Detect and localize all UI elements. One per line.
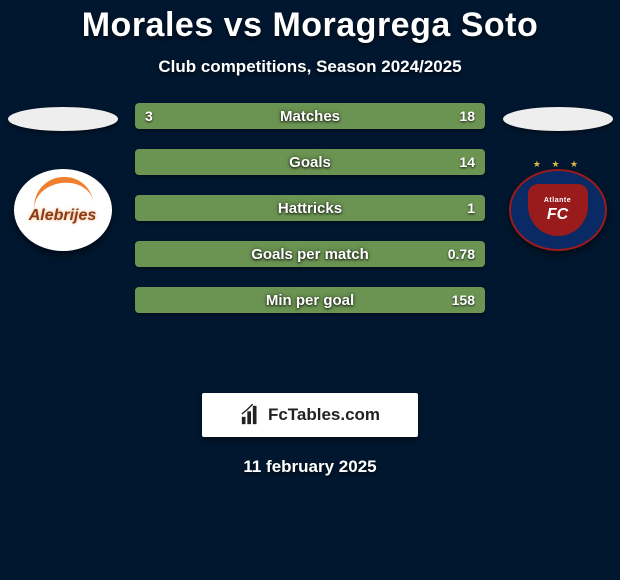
bar-chart-icon (240, 404, 262, 426)
stat-right-value: 18 (459, 103, 475, 129)
stat-label: Hattricks (135, 195, 485, 221)
right-team-name: Atlante (544, 197, 571, 204)
stat-label: Goals per match (135, 241, 485, 267)
stat-bars: 3 Matches 18 Goals 14 Hattricks 1 (135, 103, 485, 333)
left-team-name: Alebrijes (29, 207, 97, 225)
left-player-name-oval (8, 107, 118, 131)
stat-label: Min per goal (135, 287, 485, 313)
stat-row-goals-per-match: Goals per match 0.78 (135, 241, 485, 267)
left-player-column: Alebrijes (0, 103, 125, 251)
left-team-crest: Alebrijes (14, 169, 112, 251)
root: Morales vs Moragrega Soto Club competiti… (0, 0, 620, 477)
stat-right-value: 1 (467, 195, 475, 221)
comparison-panel: Alebrijes 3 Matches 18 Goals 14 (0, 103, 620, 383)
right-player-column: ★ ★ ★ Atlante FC (495, 103, 620, 251)
stat-right-value: 158 (452, 287, 475, 313)
stat-row-matches: 3 Matches 18 (135, 103, 485, 129)
stat-row-hattricks: Hattricks 1 (135, 195, 485, 221)
subtitle: Club competitions, Season 2024/2025 (0, 57, 620, 77)
right-team-crest: ★ ★ ★ Atlante FC (509, 169, 607, 251)
stat-row-goals: Goals 14 (135, 149, 485, 175)
stat-label: Matches (135, 103, 485, 129)
right-player-name-oval (503, 107, 613, 131)
stat-row-min-per-goal: Min per goal 158 (135, 287, 485, 313)
atlante-fc-label: FC (547, 206, 568, 224)
brand-text: FcTables.com (268, 405, 380, 425)
stat-right-value: 0.78 (448, 241, 475, 267)
atlante-shield-icon: Atlante FC (528, 184, 588, 236)
page-title: Morales vs Moragrega Soto (0, 6, 620, 45)
footer-date: 11 february 2025 (0, 457, 620, 477)
stat-label: Goals (135, 149, 485, 175)
atlante-stars-icon: ★ ★ ★ (511, 159, 605, 170)
stat-right-value: 14 (459, 149, 475, 175)
brand-box[interactable]: FcTables.com (202, 393, 418, 437)
alebrijes-swoosh-icon (30, 173, 94, 211)
